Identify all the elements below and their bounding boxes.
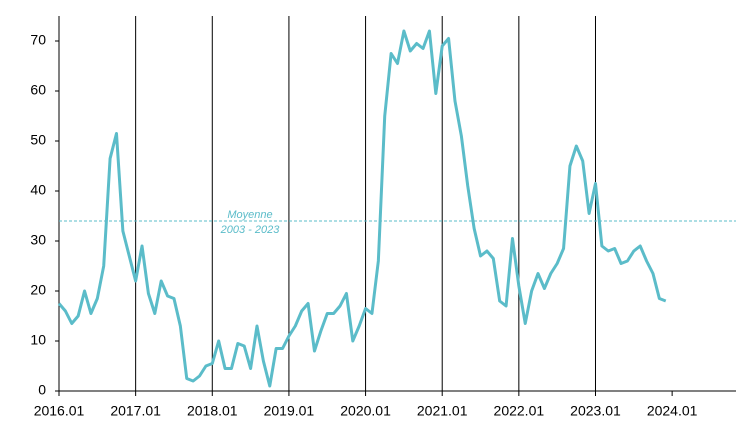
x-tick-label: 2017.01 (110, 403, 161, 419)
y-tick-label: 30 (30, 232, 46, 248)
x-tick-label: 2020.01 (340, 403, 391, 419)
reference-label: Moyenne (227, 209, 272, 221)
y-tick-label: 60 (30, 82, 46, 98)
y-tick-label: 50 (30, 132, 46, 148)
x-tick-label: 2021.01 (417, 403, 468, 419)
data-line (57, 29, 667, 388)
y-tick-label: 40 (30, 182, 46, 198)
y-tick-label: 0 (38, 382, 46, 398)
y-tick-label: 70 (30, 32, 46, 48)
reference-label: 2003 - 2023 (220, 224, 281, 236)
x-tick-label: 2024.01 (647, 403, 698, 419)
y-tick-label: 20 (30, 282, 46, 298)
x-tick-label: 2023.01 (570, 403, 621, 419)
y-tick-label: 10 (30, 332, 46, 348)
x-tick-label: 2019.01 (264, 403, 315, 419)
x-tick-label: 2016.01 (34, 403, 85, 419)
x-tick-label: 2018.01 (187, 403, 238, 419)
x-tick-label: 2022.01 (494, 403, 545, 419)
